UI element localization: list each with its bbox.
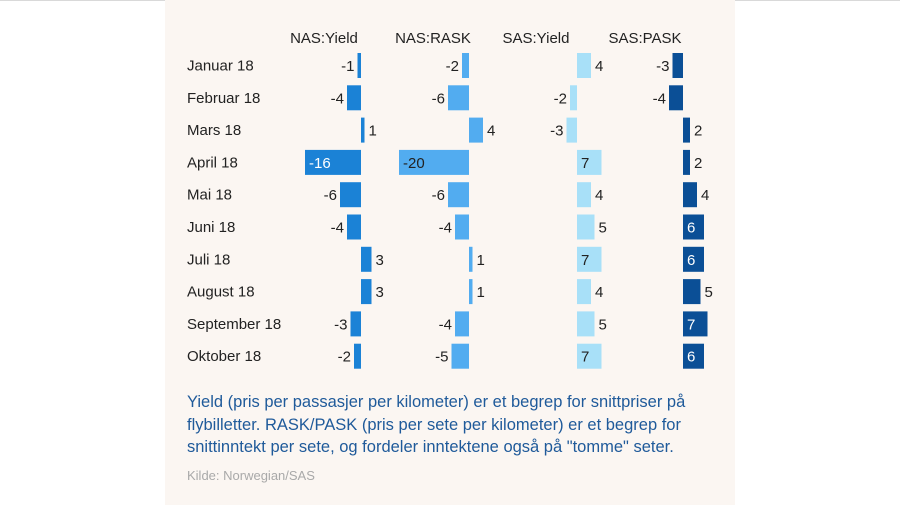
- data-label: 5: [705, 284, 713, 301]
- category-label: Februar 18: [187, 90, 260, 107]
- bar: [354, 343, 361, 369]
- data-label: -3: [550, 123, 563, 140]
- data-label: -3: [334, 316, 347, 333]
- category-label: April 18: [187, 154, 238, 171]
- bar: [361, 279, 372, 305]
- data-label: -5: [435, 349, 448, 366]
- bar: [469, 246, 473, 272]
- data-label: -4: [439, 220, 452, 237]
- bar: [683, 311, 708, 337]
- category-label: Juli 18: [187, 251, 230, 268]
- data-label: 4: [487, 123, 495, 140]
- data-label: 3: [376, 284, 384, 301]
- bar: [577, 343, 602, 369]
- data-label: -20: [403, 155, 425, 172]
- bar: [683, 182, 697, 208]
- bar: [577, 149, 602, 175]
- bar: [455, 214, 469, 240]
- bar: [683, 279, 701, 305]
- chart-panel: [165, 0, 735, 505]
- bar: [577, 311, 595, 337]
- bar: [462, 53, 469, 78]
- bar: [340, 182, 361, 208]
- data-label: 7: [581, 349, 589, 366]
- bar: [347, 214, 361, 240]
- data-label: -4: [439, 316, 452, 333]
- bar: [683, 149, 690, 175]
- data-label: -6: [432, 187, 445, 204]
- category-label: Juni 18: [187, 219, 235, 236]
- bar: [570, 85, 577, 111]
- bar: [361, 117, 365, 143]
- data-label: 5: [599, 316, 607, 333]
- series-header-2: NAS:RASK: [395, 30, 471, 47]
- category-label: Mars 18: [187, 122, 241, 139]
- data-label: 7: [687, 316, 695, 333]
- series-header-1: NAS:Yield: [290, 30, 358, 47]
- bar: [347, 85, 361, 111]
- data-label: -2: [338, 349, 351, 366]
- data-label: 1: [477, 284, 485, 301]
- data-label: 6: [687, 252, 695, 269]
- data-label: 7: [581, 252, 589, 269]
- bar: [577, 279, 591, 305]
- data-label: -4: [653, 90, 666, 107]
- chart-caption: Yield (pris per passasjer per kilometer)…: [187, 393, 686, 456]
- data-label: -4: [331, 90, 344, 107]
- bar: [566, 117, 577, 143]
- data-label: -16: [309, 155, 331, 172]
- category-label: September 18: [187, 316, 281, 333]
- bar: [672, 53, 683, 78]
- bar: [399, 149, 469, 175]
- bar-chart: NAS:Yield NAS:RASK SAS:Yield SAS:PASK Januar…: [187, 30, 713, 369]
- bar: [469, 279, 473, 305]
- bar: [683, 117, 690, 143]
- data-label: 4: [595, 284, 603, 301]
- bar: [683, 246, 704, 272]
- data-label: 5: [599, 220, 607, 237]
- bar: [577, 214, 595, 240]
- data-label: 2: [694, 155, 702, 172]
- data-label: 6: [687, 220, 695, 237]
- data-label: 6: [687, 349, 695, 366]
- bar: [305, 149, 361, 175]
- bar: [448, 182, 469, 208]
- bar: [683, 343, 704, 369]
- bar: [577, 246, 602, 272]
- bar: [451, 343, 469, 369]
- bar: [357, 53, 361, 78]
- data-label: 4: [595, 187, 603, 204]
- data-label: 1: [477, 252, 485, 269]
- bar: [683, 214, 704, 240]
- bar: [455, 311, 469, 337]
- bar: [469, 117, 483, 143]
- data-label: -4: [331, 220, 344, 237]
- data-label: 1: [369, 123, 377, 140]
- data-label: 4: [595, 58, 603, 75]
- bar: [361, 246, 372, 272]
- data-label: -6: [324, 187, 337, 204]
- data-label: -2: [446, 58, 459, 75]
- category-label: Januar 18: [187, 58, 254, 75]
- bar: [577, 53, 591, 78]
- category-label: August 18: [187, 284, 255, 301]
- data-label: 2: [694, 123, 702, 140]
- data-label: -6: [432, 90, 445, 107]
- data-label: 4: [701, 187, 709, 204]
- series-header-3: SAS:Yield: [503, 30, 570, 47]
- data-label: -2: [554, 90, 567, 107]
- category-label: Mai 18: [187, 187, 232, 204]
- source-note: Kilde: Norwegian/SAS: [187, 468, 315, 483]
- data-label: -3: [656, 58, 669, 75]
- data-label: 3: [376, 252, 384, 269]
- bar: [448, 85, 469, 111]
- bar: [350, 311, 361, 337]
- data-label: -1: [341, 58, 354, 75]
- category-label: Oktober 18: [187, 348, 261, 365]
- bar: [577, 182, 591, 208]
- data-label: 7: [581, 155, 589, 172]
- bar: [669, 85, 683, 111]
- series-header-4: SAS:PASK: [608, 30, 681, 47]
